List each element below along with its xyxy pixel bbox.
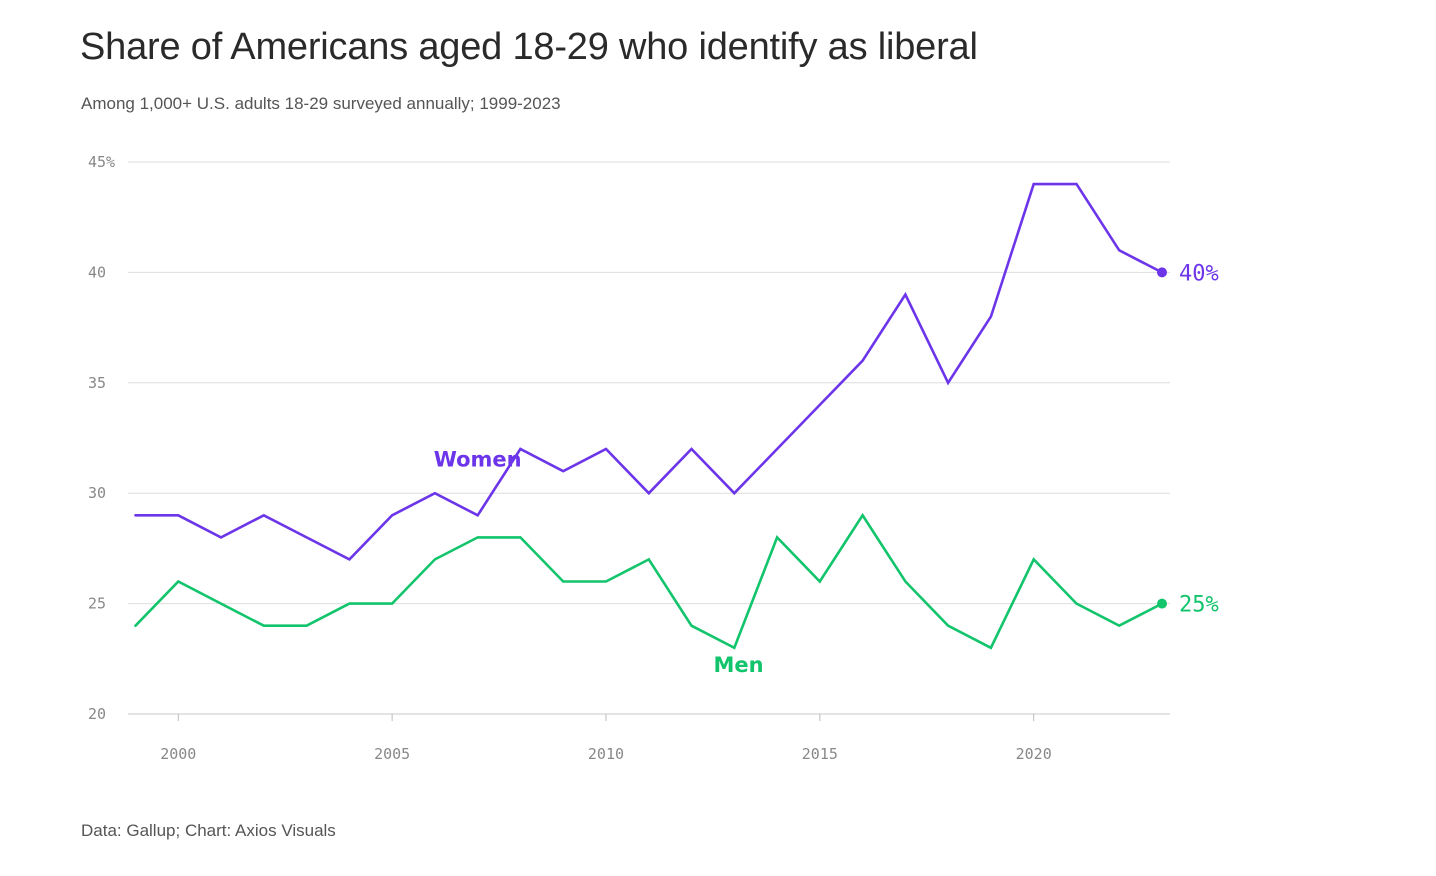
men-end-label: 25% <box>1179 593 1219 618</box>
men-line <box>134 512 1164 650</box>
grid-lines <box>128 161 1170 715</box>
y-tick-label: 45% <box>88 153 115 171</box>
chart-source: Data: Gallup; Chart: Axios Visuals <box>81 821 336 840</box>
chart-subtitle: Among 1,000+ U.S. adults 18-29 surveyed … <box>81 94 561 113</box>
women-line <box>134 182 1164 561</box>
x-tick-label: 2015 <box>802 745 838 763</box>
x-tick-label: 2000 <box>160 745 196 763</box>
series-labels: 40% Women 25% Men <box>434 261 1219 677</box>
x-tick-label: 2005 <box>374 745 410 763</box>
women-end-label: 40% <box>1179 261 1219 286</box>
y-tick-label: 25 <box>88 595 106 613</box>
chart-title: Share of Americans aged 18-29 who identi… <box>80 26 978 68</box>
x-axis-ticks: 2000 2005 2010 2015 2020 <box>160 714 1052 763</box>
series-lines <box>134 182 1167 650</box>
men-series-label: Men <box>714 653 764 677</box>
y-tick-label: 20 <box>88 705 106 723</box>
women-series-label: Women <box>434 448 522 472</box>
y-tick-label: 35 <box>88 374 106 392</box>
y-axis-ticks: 20 25 30 35 40 45% <box>88 153 115 723</box>
y-tick-label: 40 <box>88 263 106 281</box>
x-tick-label: 2010 <box>588 745 624 763</box>
line-chart: 20 25 30 35 40 45% 2000 2005 2010 2015 2020 40% Wo… <box>88 153 1219 763</box>
x-tick-label: 2020 <box>1016 745 1052 763</box>
men-end-point <box>1157 598 1167 609</box>
y-tick-label: 30 <box>88 484 106 502</box>
women-end-point <box>1157 267 1167 278</box>
